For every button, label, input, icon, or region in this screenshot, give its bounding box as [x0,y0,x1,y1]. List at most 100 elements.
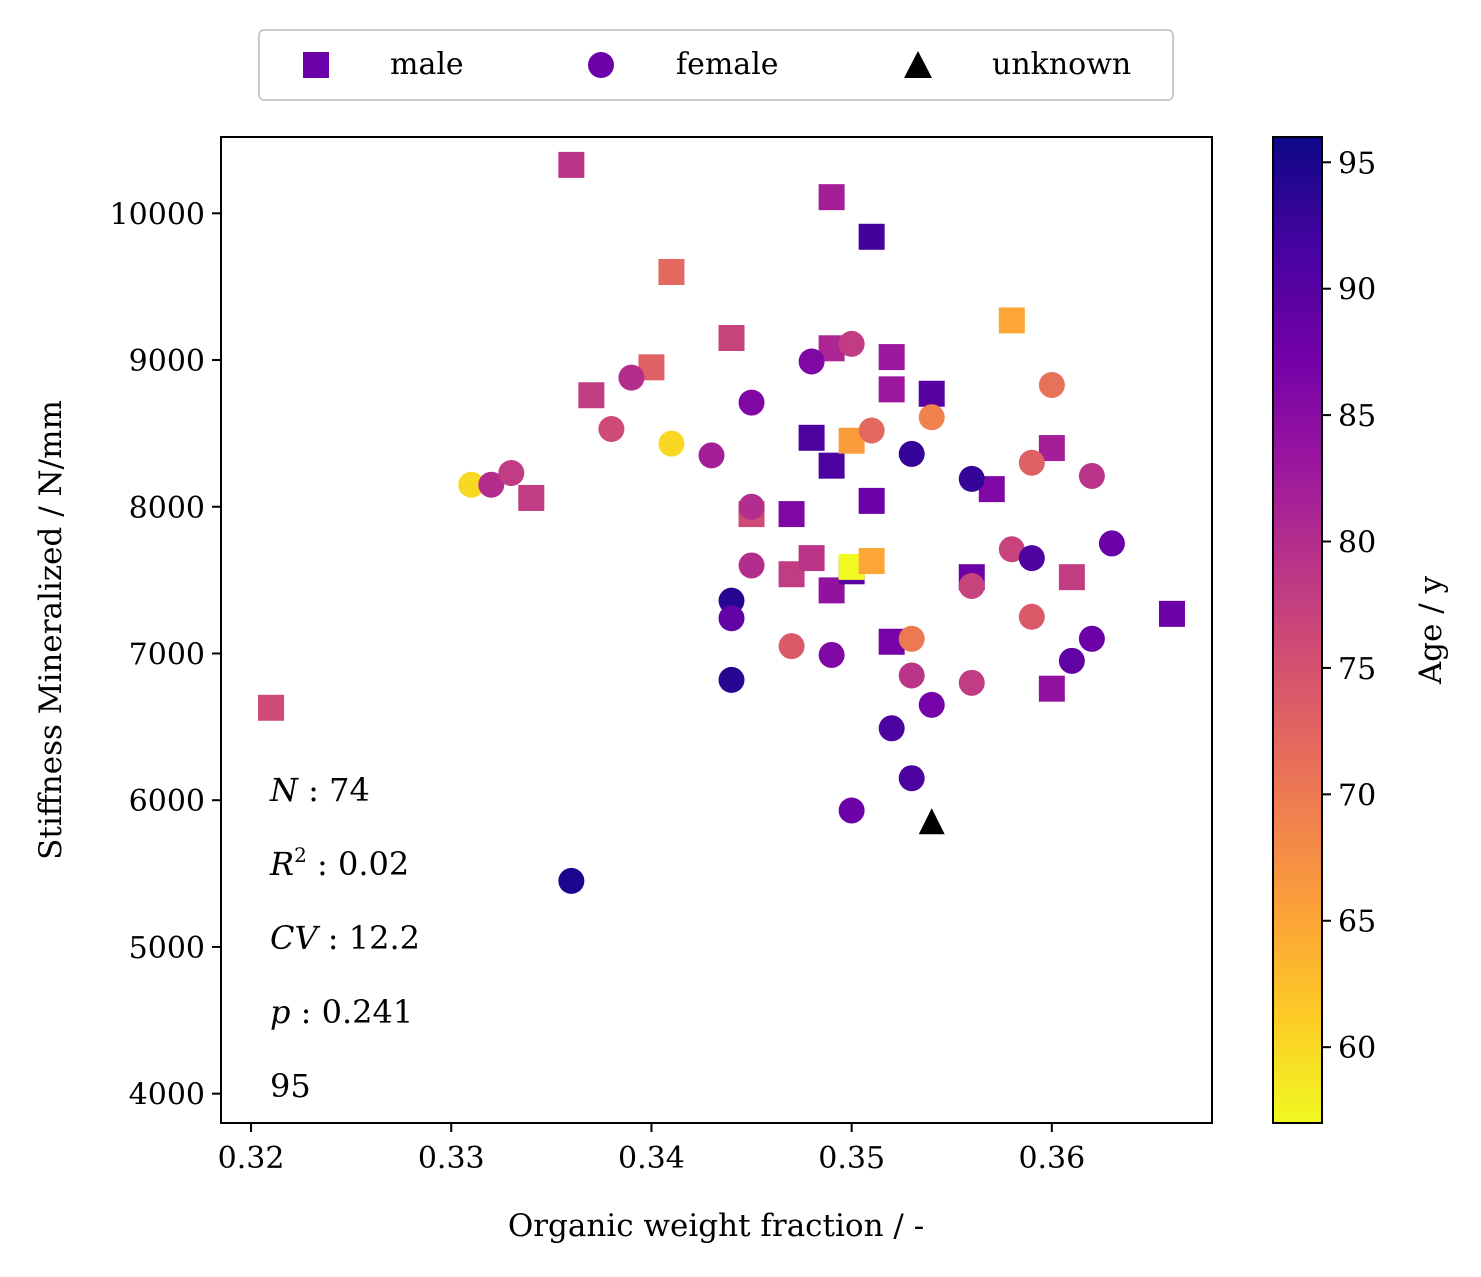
stat-n-value: 74 [329,771,370,809]
female-point [718,666,745,693]
female-point [1038,371,1065,398]
male-point [998,307,1025,334]
female-point [958,669,985,696]
male-point [798,545,825,572]
stats-annotations: N : 74 R2 : 0.02 CV : 12.2 p : 0.241 95 [269,771,420,1105]
y-tick-label: 6000 [129,784,205,819]
female-point [898,662,925,689]
female-point [898,625,925,652]
female-point [898,765,925,792]
stat-n: N : 74 [269,771,370,809]
colorbar-tick-label: 80 [1338,526,1376,561]
legend-label-female: female [676,47,779,82]
stat-p: p : 0.241 [270,993,413,1031]
female-point [878,715,905,742]
legend: male female unknown [258,29,1174,101]
female-point [738,493,765,520]
female-point [958,572,985,599]
male-point [878,376,905,403]
female-point [838,797,865,824]
female-point [998,536,1025,563]
y-tick-label: 8000 [129,491,205,526]
colorbar-tick-label: 95 [1338,146,1376,181]
x-axis: 0.32 0.33 0.34 0.35 0.36 [218,1123,1085,1176]
female-point [1018,545,1045,572]
male-point [858,223,885,250]
male-point [798,424,825,451]
female-point [718,605,745,632]
female-point [798,348,825,375]
male-point [518,484,545,511]
legend-marker-male [303,52,329,78]
male-point [558,151,585,178]
female-point [958,465,985,492]
data-points [258,151,1185,894]
male-point [1058,564,1085,591]
male-point [878,344,905,371]
colorbar-tick-label: 85 [1338,399,1376,434]
male-point [578,382,605,409]
colorbar-tick-label: 70 [1338,778,1376,813]
plot-frame [220,136,1213,1124]
female-point [1018,449,1045,476]
legend-label-male: male [390,47,464,82]
male-point [718,325,745,352]
stat-cv: CV : 12.2 [270,919,420,957]
stat-extra: 95 [270,1067,311,1105]
stat-r2: R2 : 0.02 [269,843,409,883]
female-point [1078,462,1105,489]
stat-r2-value: 0.02 [338,845,409,883]
female-point [698,442,725,469]
legend-label-unknown: unknown [992,47,1131,82]
legend-marker-unknown [904,51,932,78]
female-point [598,415,625,442]
male-point [818,452,845,479]
x-tick-label: 0.33 [418,1141,485,1176]
y-axis: 4000 5000 6000 7000 8000 9000 10000 [110,197,221,1113]
x-tick-label: 0.36 [1018,1141,1085,1176]
female-point [618,364,645,391]
male-point [658,258,685,285]
female-point [1018,603,1045,630]
male-point [918,380,945,407]
female-point [858,417,885,444]
stat-p-value: 0.241 [322,993,414,1031]
female-point [838,330,865,357]
colorbar-tick-label: 90 [1338,273,1376,308]
stat-cv-value: 12.2 [349,919,420,957]
male-point [258,694,285,721]
y-tick-label: 5000 [129,931,205,966]
colorbar-label: Age / y [1413,575,1449,685]
colorbar-tick-label: 60 [1338,1031,1376,1066]
female-point [918,404,945,431]
x-tick-label: 0.32 [218,1141,285,1176]
female-point [458,471,485,498]
x-axis-label: Organic weight fraction / - [508,1208,924,1244]
male-point [1038,675,1065,702]
y-tick-label: 9000 [129,344,205,379]
plot-area [221,137,1212,1123]
colorbar-ticks: 60 65 70 75 80 85 90 95 [1322,146,1376,1066]
male-point [1158,600,1185,627]
male-point [858,548,885,575]
x-tick-label: 0.35 [818,1141,885,1176]
male-point [818,184,845,211]
colorbar-gradient [1272,136,1323,1124]
x-tick-label: 0.34 [618,1141,685,1176]
female-point [498,460,525,487]
y-tick-label: 4000 [129,1078,205,1113]
female-point [738,389,765,416]
male-point [778,501,805,528]
female-point [478,471,505,498]
y-tick-label: 10000 [110,197,205,232]
female-point [898,440,925,467]
female-point [918,691,945,718]
colorbar-tick-label: 75 [1338,652,1376,687]
male-point [858,487,885,514]
female-point [1098,530,1125,557]
colorbar: 60 65 70 75 80 85 90 95 Age / y [1272,136,1449,1124]
female-point [1058,647,1085,674]
y-axis-label: Stiffness Mineralized / N/mm [33,400,69,860]
female-point [558,867,585,894]
